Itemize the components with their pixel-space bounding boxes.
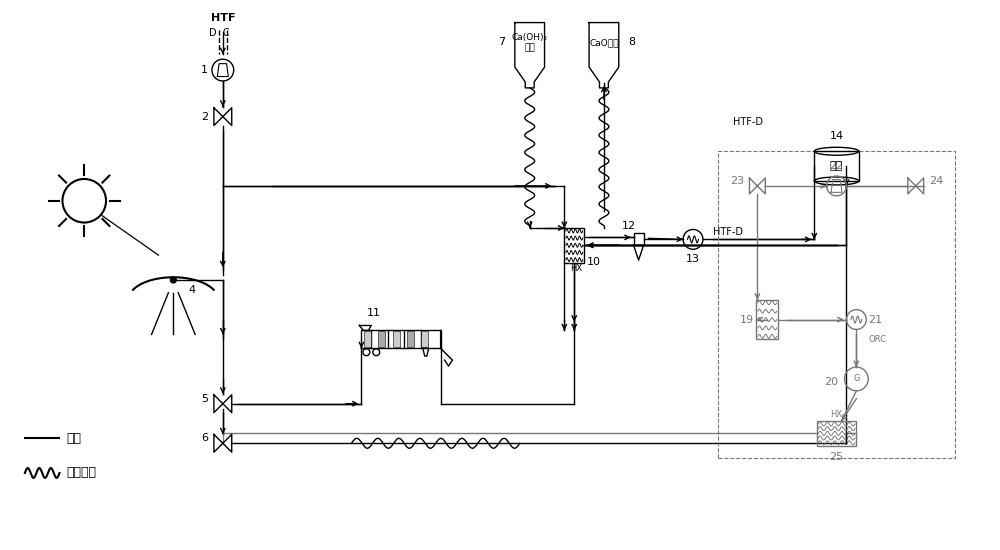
- Text: 25: 25: [830, 452, 844, 462]
- Text: CaO储罐: CaO储罐: [589, 38, 619, 47]
- Text: D  C: D C: [209, 28, 229, 37]
- Text: 24: 24: [929, 176, 943, 186]
- Text: 7: 7: [498, 37, 505, 47]
- Text: 1: 1: [201, 65, 208, 75]
- Text: 5: 5: [201, 394, 208, 404]
- Text: 19: 19: [740, 315, 754, 324]
- Text: 11: 11: [367, 307, 381, 317]
- Text: ORC: ORC: [868, 335, 886, 344]
- FancyBboxPatch shape: [364, 332, 371, 347]
- Circle shape: [170, 277, 176, 283]
- Text: 21: 21: [868, 315, 882, 324]
- Text: 8: 8: [629, 37, 636, 47]
- Text: Ca(OH)₂
储罐: Ca(OH)₂ 储罐: [512, 33, 548, 52]
- Text: HX: HX: [831, 410, 843, 419]
- Text: 螺旋送料: 螺旋送料: [66, 466, 96, 480]
- Text: 14: 14: [830, 131, 844, 141]
- FancyBboxPatch shape: [378, 332, 385, 347]
- Text: HTF-D: HTF-D: [733, 117, 763, 126]
- Text: 22: 22: [829, 161, 844, 171]
- Text: HTF: HTF: [211, 13, 235, 23]
- Text: 储能: 储能: [66, 432, 81, 445]
- FancyBboxPatch shape: [421, 332, 428, 347]
- Text: 23: 23: [730, 176, 745, 186]
- Text: HX: HX: [570, 264, 582, 273]
- FancyBboxPatch shape: [393, 332, 400, 347]
- Text: 2: 2: [201, 112, 208, 122]
- FancyBboxPatch shape: [407, 332, 414, 347]
- Text: 20: 20: [824, 377, 839, 387]
- Text: 水箱: 水箱: [830, 161, 843, 171]
- Text: HTF-D: HTF-D: [713, 227, 743, 238]
- Text: 6: 6: [201, 433, 208, 443]
- Text: 4: 4: [188, 285, 195, 295]
- Text: 12: 12: [621, 222, 636, 232]
- Text: 10: 10: [587, 257, 601, 267]
- Text: G: G: [853, 375, 860, 383]
- Text: 13: 13: [686, 254, 700, 264]
